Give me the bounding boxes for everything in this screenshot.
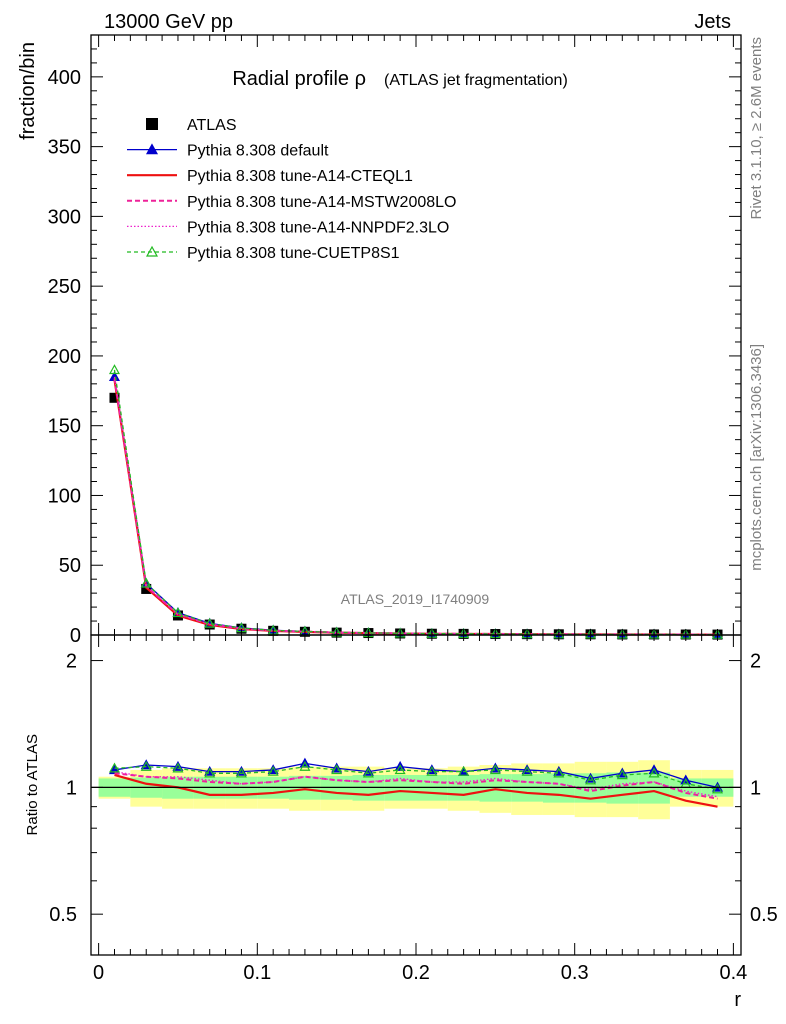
- header-left: 13000 GeV pp: [104, 11, 233, 33]
- ratio-series-2-line: [114, 772, 718, 800]
- ratio-series-4-line: [114, 765, 718, 790]
- legend-label-3: Pythia 8.308 tune-A14-MSTW2008LO: [187, 194, 456, 211]
- ratio-y-tick-label-right: 1: [750, 777, 761, 799]
- watermark: ATLAS_2019_I1740909: [341, 591, 490, 607]
- main-y-tick-label: 300: [48, 206, 81, 228]
- legend-label-5: Pythia 8.308 tune-CUETP8S1: [187, 245, 400, 262]
- ratio-series-4-point-6: [299, 760, 311, 771]
- ratio-y-tick-label-right: 2: [750, 651, 761, 673]
- x-tick-label: 0.3: [561, 962, 589, 984]
- axis-ticks: [91, 35, 741, 955]
- ratio-series-4-point-11: [458, 765, 470, 776]
- main-y-tick-label: 350: [48, 137, 81, 159]
- side-label-rivet: Rivet 3.1.10, ≥ 2.6M events: [748, 37, 765, 220]
- series-0-point-0: [109, 392, 120, 403]
- ratio-y-tick-label: 2: [66, 651, 77, 673]
- ratio-series-4-point-5: [267, 765, 279, 776]
- chart-title: Radial profile ρ: [232, 68, 366, 90]
- ratio-series-4-point-8: [362, 767, 374, 778]
- ratio-series-4-point-9: [394, 764, 406, 775]
- ratio-series-4-point-13: [521, 765, 533, 776]
- ratio-series-4-point-16: [616, 769, 628, 780]
- ratio-series-4-point-15: [585, 774, 597, 785]
- y-axis-label-main: fraction/bin: [17, 42, 39, 140]
- header-right: Jets: [694, 11, 731, 33]
- legend-marker-0: [146, 118, 158, 130]
- ratio-series-4-point-10: [426, 765, 438, 776]
- legend: ATLAS Pythia 8.308 default Pythia 8.308 tu…: [127, 117, 456, 262]
- main-y-tick-label: 100: [48, 485, 81, 507]
- x-tick-label: 0.1: [243, 962, 271, 984]
- ratio-series-4-point-14: [553, 767, 565, 778]
- ratio-series-4-point-3: [204, 767, 216, 778]
- ratio-series-4-point-1: [140, 760, 152, 771]
- ratio-series-4-point-7: [331, 764, 343, 775]
- x-axis-label: r: [734, 989, 741, 1011]
- axis-tick-labels: 0 50 100 150 200 250 300 350 400 0 0.1 0.2 0.3 0.4 0.5…: [48, 67, 778, 984]
- ratio-series-4-point-4: [235, 767, 247, 778]
- side-label-site: mcplots.cern.ch [arXiv:1306.3436]: [748, 344, 765, 571]
- band-green-17: [638, 772, 670, 804]
- ratio-series-4-point-0: [108, 762, 121, 773]
- legend-label-1: Pythia 8.308 default: [187, 143, 329, 160]
- ratio-y-tick-label: 0.5: [49, 904, 77, 926]
- ratio-y-tick-label: 1: [66, 777, 77, 799]
- x-tick-label: 0.2: [402, 962, 430, 984]
- main-y-tick-label: 50: [59, 555, 81, 577]
- main-y-tick-label: 0: [70, 625, 81, 647]
- series-5-point-1: [140, 577, 152, 588]
- series-5-point-0: [108, 364, 121, 375]
- legend-label-0: ATLAS: [187, 117, 237, 134]
- legend-label-2: Pythia 8.308 tune-A14-CTEQL1: [187, 168, 413, 185]
- series-5-point-2: [172, 607, 184, 618]
- x-tick-label: 0: [93, 962, 104, 984]
- main-y-tick-label: 150: [48, 416, 81, 438]
- y-axis-label-ratio: Ratio to ATLAS: [24, 734, 41, 835]
- ratio-series-0-line: [114, 762, 718, 789]
- ratio-series-4-point-2: [172, 762, 184, 773]
- chart-subtitle: (ATLAS jet fragmentation): [384, 72, 568, 89]
- ratio-y-tick-label-right: 0.5: [750, 904, 778, 926]
- legend-marker-5: [145, 245, 159, 257]
- main-y-tick-label: 250: [48, 276, 81, 298]
- ratio-series-4-point-12: [489, 764, 501, 775]
- ratio-series-4-point-19: [711, 783, 724, 794]
- main-y-tick-label: 400: [48, 67, 81, 89]
- legend-marker-1: [145, 143, 159, 155]
- ratio-series-4-point-17: [648, 767, 660, 778]
- ratio-series-1-line: [114, 773, 718, 808]
- main-y-tick-label: 200: [48, 346, 81, 368]
- series-5-point-3: [204, 617, 216, 628]
- legend-label-4: Pythia 8.308 tune-A14-NNPDF2.3LO: [187, 219, 449, 236]
- x-tick-label: 0.4: [719, 962, 747, 984]
